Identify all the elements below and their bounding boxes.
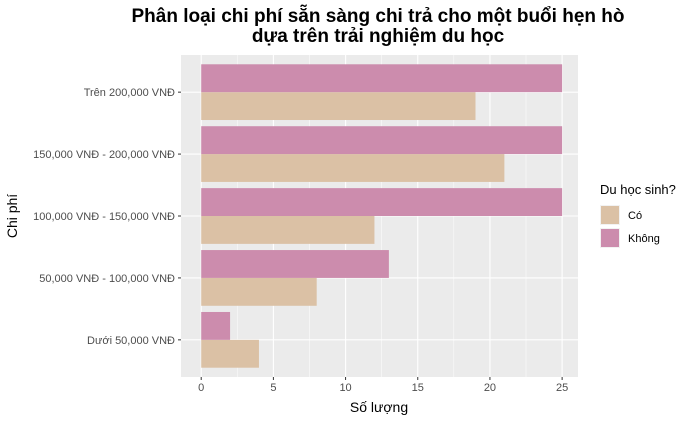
- legend-swatch: [601, 229, 619, 247]
- legend-label: Không: [628, 233, 660, 245]
- y-axis-title: Chi phí: [4, 194, 20, 238]
- y-tick-label: Dưới 50,000 VNĐ: [87, 335, 175, 347]
- bar: [201, 92, 476, 121]
- x-axis: 0 5 10 15 20 25: [198, 377, 568, 394]
- chart-title-line-1: Phân loại chi phí sẵn sàng chi trả cho m…: [132, 4, 625, 27]
- legend-label: Có: [628, 210, 642, 222]
- bar: [201, 339, 259, 368]
- bar: [201, 216, 375, 244]
- bar: [201, 154, 505, 182]
- y-tick-label: 150,000 VNĐ - 200,000 VNĐ: [33, 149, 175, 161]
- x-tick-label: 0: [198, 382, 204, 394]
- bars: [201, 64, 563, 368]
- y-tick-label: 100,000 VNĐ - 150,000 VNĐ: [33, 211, 175, 223]
- bar: [201, 277, 317, 306]
- x-tick-label: 20: [484, 382, 496, 394]
- bar: [201, 250, 389, 278]
- y-tick-label: Trên 200,000 VNĐ: [84, 87, 175, 99]
- bar: [201, 64, 563, 93]
- legend: Du học sinh? Có Không: [600, 182, 676, 248]
- x-axis-title: Số lượng: [350, 399, 408, 415]
- x-tick-label: 5: [270, 382, 276, 394]
- bar: [201, 188, 563, 216]
- x-tick-label: 10: [339, 382, 351, 394]
- legend-swatch: [601, 206, 619, 224]
- y-tick-label: 50,000 VNĐ - 100,000 VNĐ: [39, 273, 175, 285]
- x-tick-label: 15: [412, 382, 424, 394]
- legend-title: Du học sinh?: [600, 182, 676, 197]
- x-tick-label: 25: [556, 382, 568, 394]
- bar: [201, 311, 231, 340]
- bar: [201, 126, 563, 155]
- chart-title-line-2: dựa trên trải nghiệm du học: [252, 26, 505, 47]
- y-axis: Dưới 50,000 VNĐ 50,000 VNĐ - 100,000 VNĐ 1…: [33, 87, 181, 347]
